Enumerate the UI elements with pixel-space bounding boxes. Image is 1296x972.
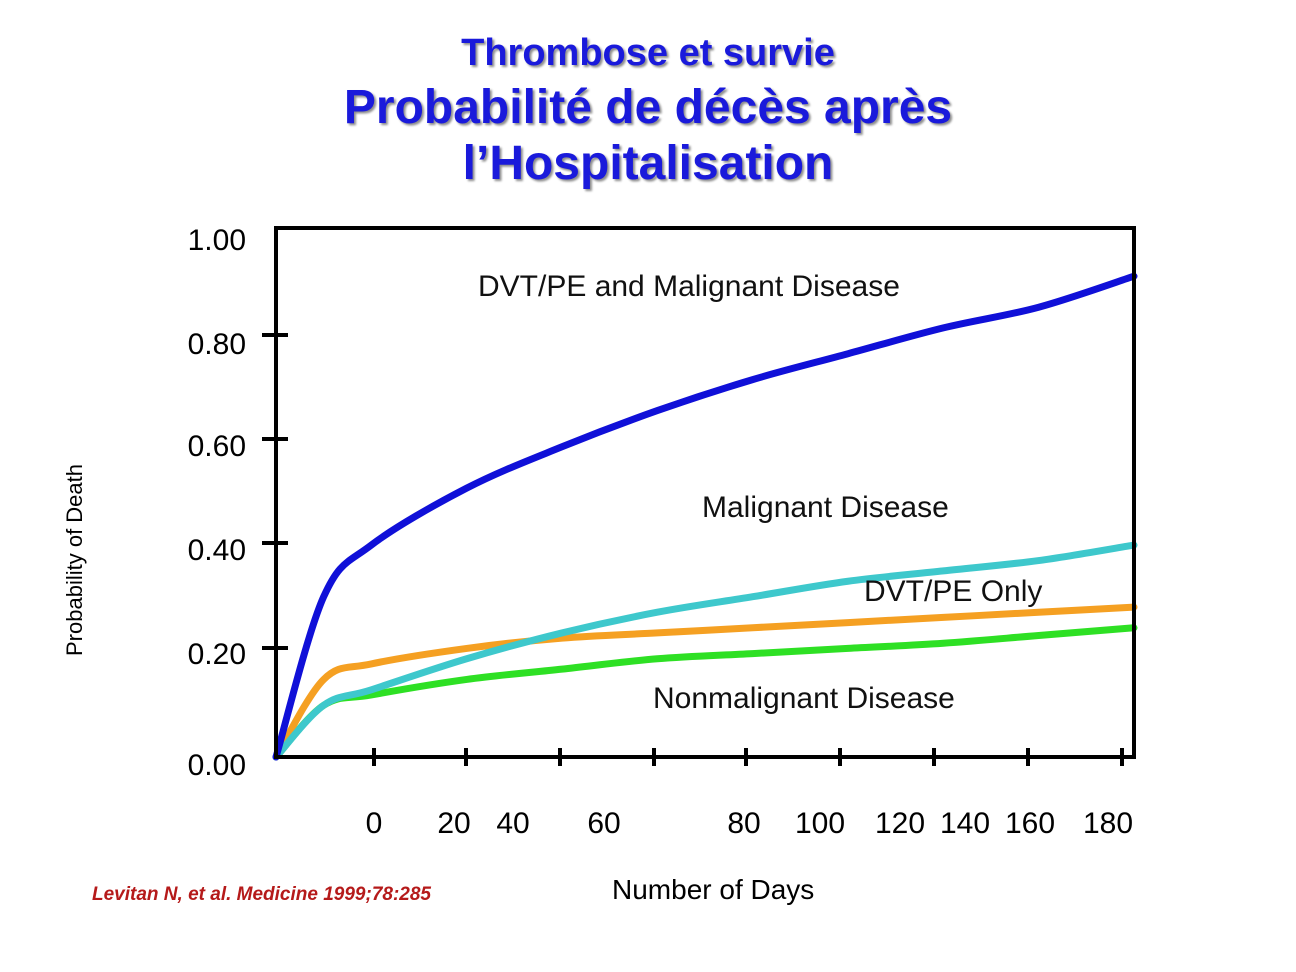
title-line-2: Probabilité de décès après (343, 81, 953, 134)
x-tick-label: 140 (940, 807, 990, 840)
title-line-3: l’Hospitalisation (462, 137, 834, 190)
series-line-3 (272, 624, 1138, 761)
x-tick-label: 180 (1083, 807, 1133, 840)
y-tick-label: 0.80 (188, 328, 246, 361)
title-line-1: Thrombose et survie (461, 32, 835, 74)
y-tick-label: 1.00 (188, 224, 246, 257)
x-tick-label: 160 (1005, 807, 1055, 840)
plot-area-frame (274, 226, 1136, 759)
x-tick-label: 40 (496, 807, 529, 840)
series-line-1 (272, 541, 1138, 761)
y-axis-label: Probability of Death (62, 464, 87, 656)
citation: Levitan N, et al. Medicine 1999;78:285 (92, 884, 431, 905)
y-tick-label: 0.00 (188, 749, 246, 782)
x-tick-label: 60 (587, 807, 620, 840)
series-line-2 (272, 603, 1138, 761)
x-axis-label: Number of Days (612, 874, 815, 905)
series-label-2: DVT/PE Only (864, 575, 1042, 608)
series-label-1: Malignant Disease (702, 491, 949, 524)
x-tick-label: 100 (795, 807, 845, 840)
x-tick-label: 120 (875, 807, 925, 840)
y-tick-label: 0.60 (188, 430, 246, 463)
series-label-0: DVT/PE and Malignant Disease (478, 270, 900, 303)
x-tick-label: 0 (366, 807, 383, 840)
y-tick-label: 0.40 (188, 534, 246, 567)
series-line-0 (272, 272, 1138, 761)
series-label-3: Nonmalignant Disease (653, 682, 955, 715)
y-tick-label: 0.20 (188, 638, 246, 671)
x-tick-label: 80 (727, 807, 760, 840)
x-tick-label: 20 (437, 807, 470, 840)
